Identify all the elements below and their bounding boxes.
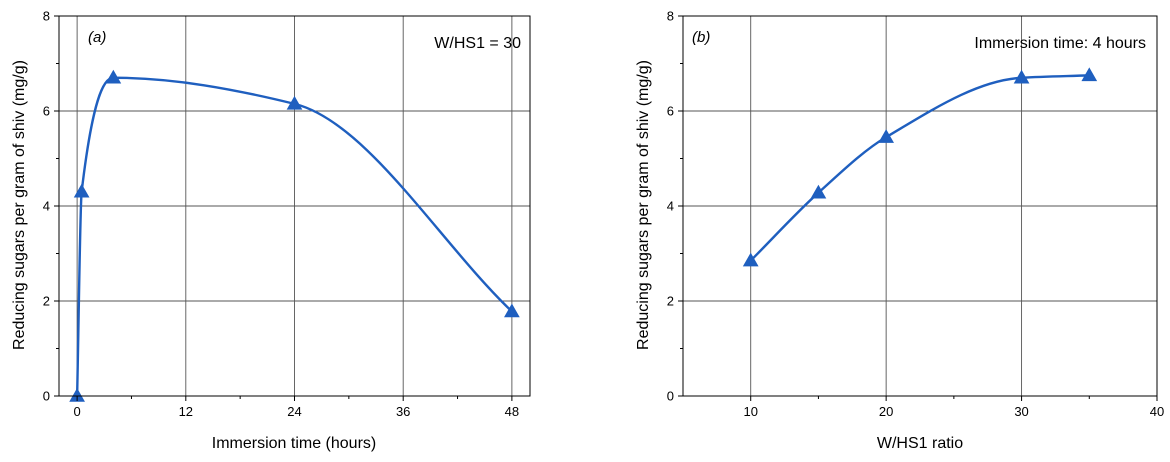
- y-tick-label: 4: [43, 199, 50, 214]
- y-tick-label: 2: [43, 294, 50, 309]
- grid-a: [59, 16, 530, 396]
- annotation-b: Immersion time: 4 hours: [974, 35, 1146, 52]
- data-point-marker: [1013, 69, 1030, 84]
- series-line-b: [749, 74, 1090, 262]
- x-axis-title-b: W/HS1 ratio: [877, 435, 963, 452]
- y-tick-label: 6: [667, 104, 674, 119]
- data-point-marker: [878, 129, 895, 143]
- y-tick-label: 6: [43, 104, 50, 119]
- data-point-marker: [73, 183, 90, 198]
- x-tick-label: 40: [1150, 404, 1164, 419]
- y-tick-label: 4: [667, 199, 674, 214]
- y-tick-label: 8: [43, 9, 50, 24]
- series-line: [749, 74, 1090, 262]
- x-tick-label: 0: [73, 404, 80, 419]
- y-tick-label: 2: [667, 294, 674, 309]
- grid-b: [683, 16, 1157, 396]
- y-tick-label: 0: [667, 389, 674, 404]
- series-markers-b: [742, 67, 1098, 267]
- panel-label-b: (b): [692, 29, 710, 46]
- data-point-marker: [105, 69, 122, 84]
- series-line-a: [75, 76, 513, 397]
- data-point-marker: [69, 387, 85, 402]
- x-axis-title-a: Immersion time (hours): [212, 435, 376, 452]
- x-tick-label: 30: [1014, 404, 1028, 419]
- data-point-marker: [810, 184, 827, 199]
- data-point-marker: [1081, 67, 1098, 82]
- y-axis-title-b: Reducing sugars per gram of shiv (mg/g): [635, 60, 652, 350]
- chart-panel-b: 10 20 30 40 0 2 4 6 8 (b) Immersion time: 4 hour…: [635, 9, 1164, 453]
- y-tick-label: 0: [43, 389, 50, 404]
- y-tick-label: 8: [667, 9, 674, 24]
- data-point-marker: [742, 252, 759, 267]
- data-point-marker: [504, 303, 520, 318]
- ticks-b: 10 20 30 40 0 2 4 6 8: [667, 9, 1164, 420]
- x-tick-label: 48: [505, 404, 519, 419]
- x-tick-label: 36: [396, 404, 410, 419]
- x-tick-label: 20: [879, 404, 893, 419]
- x-tick-label: 12: [179, 404, 193, 419]
- annotation-a: W/HS1 = 30: [434, 35, 521, 52]
- panel-label-a: (a): [88, 29, 106, 46]
- y-axis-title-a: Reducing sugars per gram of shiv (mg/g): [11, 60, 28, 350]
- series-line: [75, 76, 513, 397]
- x-tick-label: 24: [287, 404, 301, 419]
- series-markers-a: [69, 69, 520, 402]
- data-point-marker: [286, 95, 303, 110]
- x-tick-label: 10: [743, 404, 757, 419]
